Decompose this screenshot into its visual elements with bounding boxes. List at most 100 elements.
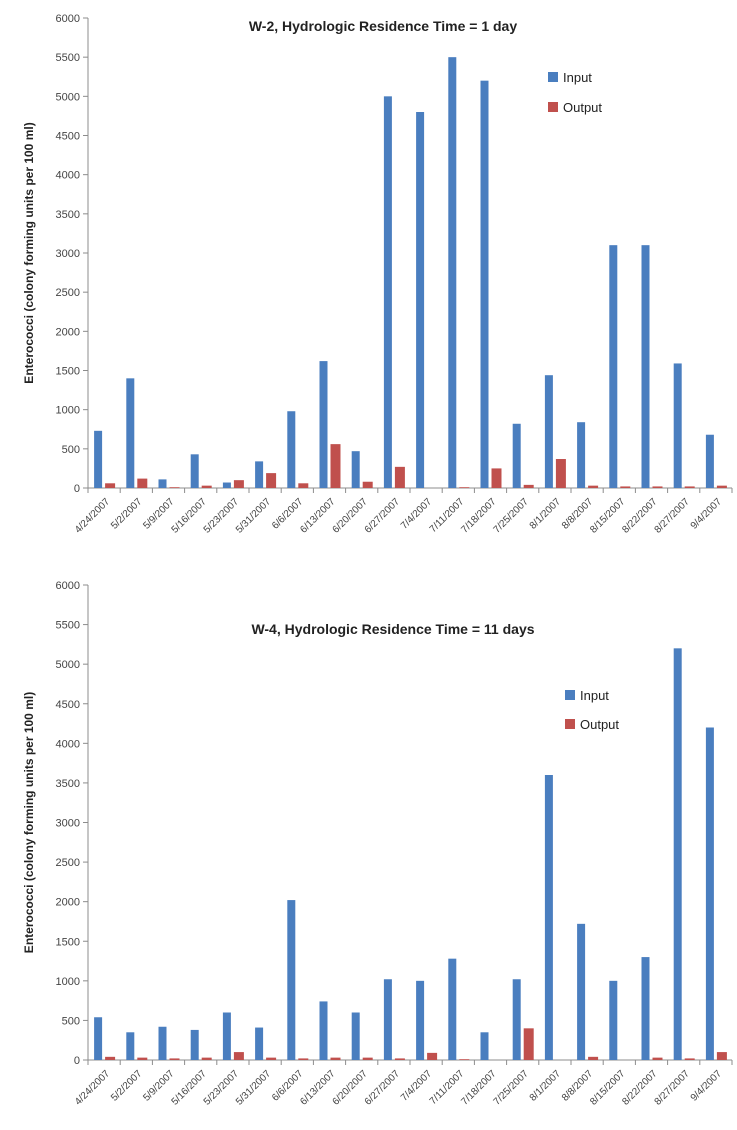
bar-input bbox=[158, 479, 167, 488]
bar-output bbox=[459, 487, 470, 488]
chart-w2: 0 500 1000 1500 2000 2500 3000 3500 4000 4500 5000… bbox=[22, 13, 733, 536]
bar-input bbox=[94, 430, 103, 488]
bar-input bbox=[351, 1012, 360, 1060]
y-tick-label: 3000 bbox=[56, 818, 80, 830]
bar-input bbox=[319, 361, 328, 488]
bar-input bbox=[94, 1017, 103, 1060]
bar-output bbox=[266, 473, 277, 488]
bar-input bbox=[480, 1032, 489, 1060]
y-tick-label: 3500 bbox=[56, 778, 80, 790]
bar-input bbox=[480, 80, 489, 489]
legend-swatch-input bbox=[548, 72, 558, 82]
chart-title: W-2, Hydrologic Residence Time = 1 day bbox=[249, 18, 517, 34]
bar-input bbox=[190, 1029, 199, 1060]
y-tick-label: 3500 bbox=[56, 209, 80, 221]
x-tick-label: 8/27/2007 bbox=[653, 496, 693, 536]
x-tick-label: 8/1/2007 bbox=[528, 1068, 564, 1104]
x-tick-label: 7/25/2007 bbox=[492, 496, 532, 536]
bar-output bbox=[684, 1058, 695, 1060]
bar-input bbox=[416, 980, 425, 1060]
bar-output bbox=[105, 483, 116, 488]
bar-input bbox=[319, 1001, 328, 1060]
x-tick-label: 5/2/2007 bbox=[109, 1068, 145, 1104]
bar-output bbox=[266, 1057, 277, 1060]
y-tick-label: 2500 bbox=[56, 287, 80, 299]
legend-swatch-output bbox=[548, 102, 558, 112]
bar-input bbox=[255, 1027, 264, 1060]
bar-input bbox=[577, 422, 586, 488]
y-tick-label: 6000 bbox=[56, 580, 80, 592]
bar-output bbox=[169, 1058, 180, 1060]
bar-input bbox=[126, 378, 135, 488]
y-tick-label: 500 bbox=[62, 444, 80, 456]
bar-input bbox=[673, 363, 682, 488]
bar-output bbox=[233, 480, 244, 488]
bar-output bbox=[716, 485, 727, 488]
y-tick-label: 4500 bbox=[56, 131, 80, 143]
bar-output bbox=[394, 1058, 405, 1060]
bar-output bbox=[362, 1057, 373, 1060]
bar-input bbox=[512, 979, 521, 1060]
legend-swatch-output bbox=[565, 719, 575, 729]
bar-input bbox=[673, 648, 682, 1060]
x-tick-label: 6/27/2007 bbox=[363, 1068, 403, 1108]
legend-swatch-input bbox=[565, 690, 575, 700]
bar-output bbox=[394, 466, 405, 488]
legend-label-output: Output bbox=[563, 100, 602, 115]
x-tick-label: 6/27/2007 bbox=[363, 496, 403, 536]
y-axis-label: Enterococci (colony forming units per 10… bbox=[22, 692, 36, 953]
y-tick-label: 5000 bbox=[56, 659, 80, 671]
x-tick-label: 5/31/2007 bbox=[234, 1068, 274, 1108]
x-tick-label: 4/24/2007 bbox=[73, 1068, 113, 1108]
bar-output bbox=[330, 444, 341, 488]
x-tick-label: 8/27/2007 bbox=[653, 1068, 693, 1108]
bar-input bbox=[126, 1032, 135, 1060]
bar-output bbox=[491, 468, 502, 488]
x-tick-label: 8/1/2007 bbox=[528, 496, 564, 532]
bar-output bbox=[459, 1059, 470, 1060]
x-tick-label: 5/2/2007 bbox=[109, 496, 145, 532]
y-tick-label: 0 bbox=[74, 483, 80, 495]
bar-input bbox=[544, 775, 553, 1060]
x-tick-label: 7/25/2007 bbox=[492, 1068, 532, 1108]
bar-output bbox=[716, 1052, 727, 1060]
legend-label-output: Output bbox=[580, 717, 619, 732]
legend-label-input: Input bbox=[580, 688, 609, 703]
bar-input bbox=[287, 900, 296, 1060]
bar-output bbox=[523, 484, 534, 488]
y-tick-label: 500 bbox=[62, 1015, 80, 1027]
bar-input bbox=[158, 1026, 167, 1060]
bar-input bbox=[512, 423, 521, 488]
y-tick-label: 1000 bbox=[56, 976, 80, 988]
y-tick-label: 0 bbox=[74, 1055, 80, 1067]
bar-output bbox=[330, 1057, 341, 1060]
bar-output bbox=[298, 483, 309, 488]
y-tick-label: 3000 bbox=[56, 248, 80, 260]
y-tick-label: 6000 bbox=[56, 13, 80, 25]
y-tick-label: 5500 bbox=[56, 620, 80, 632]
y-tick-label: 2000 bbox=[56, 326, 80, 338]
bar-input bbox=[577, 923, 586, 1060]
bar-input bbox=[287, 411, 296, 488]
bar-output bbox=[588, 1056, 599, 1060]
y-tick-label: 5500 bbox=[56, 52, 80, 64]
x-tick-label: 9/4/2007 bbox=[689, 1068, 725, 1104]
bar-input bbox=[448, 958, 457, 1060]
bar-output bbox=[620, 486, 631, 488]
x-tick-label: 9/4/2007 bbox=[689, 496, 725, 532]
bar-input bbox=[705, 727, 714, 1060]
bar-output bbox=[201, 1057, 212, 1060]
bar-input bbox=[383, 96, 392, 488]
bar-input bbox=[544, 375, 553, 488]
y-tick-label: 4500 bbox=[56, 699, 80, 711]
bar-output bbox=[105, 1056, 116, 1060]
bar-output bbox=[523, 1028, 534, 1060]
bar-input bbox=[641, 245, 650, 488]
x-tick-label: 4/24/2007 bbox=[73, 496, 113, 536]
y-tick-label: 2000 bbox=[56, 897, 80, 909]
y-tick-label: 1500 bbox=[56, 366, 80, 378]
y-tick-label: 2500 bbox=[56, 857, 80, 869]
bar-output bbox=[169, 487, 180, 488]
legend-label-input: Input bbox=[563, 70, 592, 85]
y-tick-label: 1000 bbox=[56, 405, 80, 417]
